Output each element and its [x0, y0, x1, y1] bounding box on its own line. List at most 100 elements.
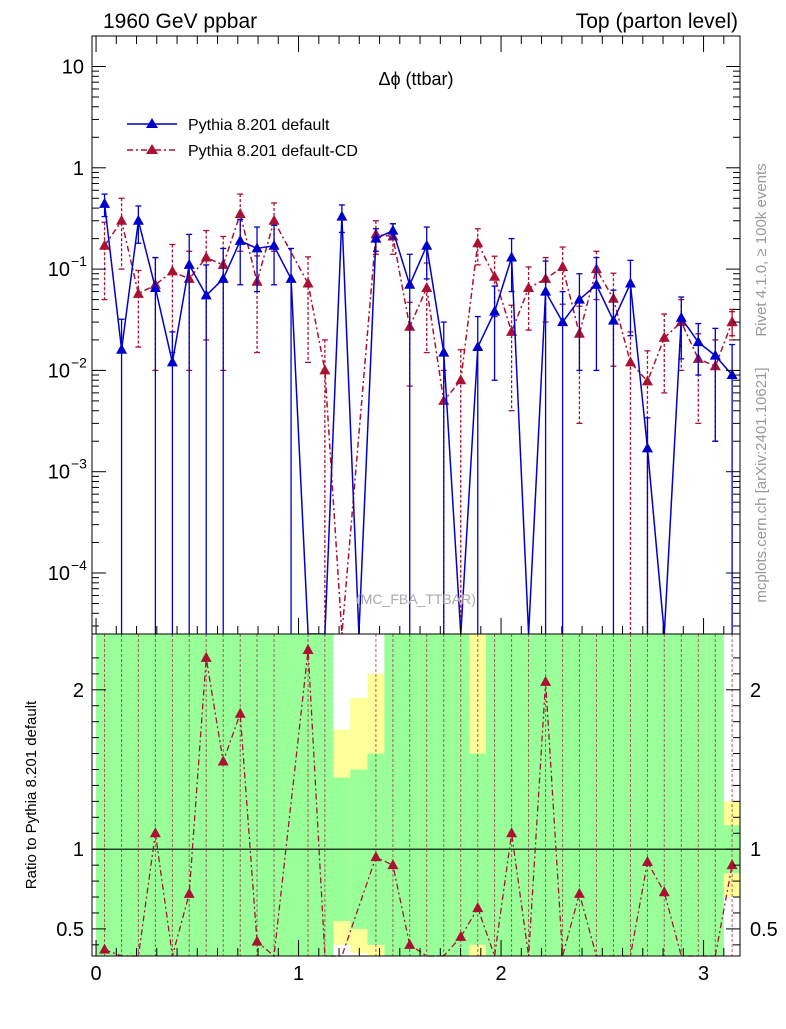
data-point-cd — [166, 265, 178, 276]
ratio-point-cd — [387, 859, 399, 870]
data-point-default — [149, 282, 161, 293]
data-point-default — [166, 356, 178, 367]
y-tick-label: 10 — [62, 56, 84, 78]
data-point-default — [404, 278, 416, 289]
ratio-point-cd — [251, 935, 263, 946]
data-point-cd — [234, 207, 246, 218]
data-point-cd — [455, 374, 467, 385]
data-point-cd — [268, 214, 280, 225]
mcplots-label: mcplots.cern.ch [arXiv:2401.10621] — [753, 367, 770, 602]
data-point-cd — [472, 237, 484, 248]
y-tick-label: 10 — [48, 360, 70, 382]
data-point-cd — [421, 282, 433, 293]
data-point-cd — [302, 277, 314, 288]
data-point-default — [387, 224, 399, 235]
data-point-default — [540, 285, 552, 296]
data-point-default — [116, 343, 128, 354]
x-axis: 0 1 2 3 — [90, 36, 725, 985]
ratio-point-cd — [99, 943, 111, 954]
rivet-label: Rivet 4.1.0, ≥ 100k events — [753, 163, 770, 336]
legend-label-cd: Pythia 8.201 default-CD — [188, 143, 358, 160]
data-point-default — [573, 293, 585, 304]
y-tick-exponent: −1 — [71, 253, 87, 269]
ratio-point-cd — [726, 859, 738, 870]
data-point-default — [489, 305, 501, 316]
data-point-default — [726, 369, 738, 380]
ratio-line-cd — [104, 649, 733, 958]
data-point-default — [285, 272, 297, 283]
data-point-default — [692, 336, 704, 347]
ratio-y-label: Ratio to Pythia 8.201 default — [23, 700, 40, 889]
ratio-plot-area — [92, 634, 741, 958]
data-point-default — [624, 277, 636, 288]
y-tick-label: 10 — [48, 259, 70, 281]
data-point-default — [557, 316, 569, 327]
ratio-point-cd — [149, 827, 161, 838]
ratio-point-cd — [506, 827, 518, 838]
main-title: Δϕ (ttbar) — [378, 69, 453, 89]
ratio-panel: 0.5 0.5 1 1 2 2 0 1 2 3 Ratio to Pythia 8.201 de… — [23, 36, 778, 985]
data-point-default — [251, 242, 263, 253]
data-point-default — [217, 272, 229, 283]
x-tick-label: 2 — [495, 963, 506, 985]
ratio-point-cd — [302, 643, 314, 654]
y-tick-exponent: −2 — [71, 354, 87, 370]
data-point-cd — [658, 331, 670, 342]
ratio-y-tick-label: 1 — [73, 839, 84, 861]
data-point-default — [506, 251, 518, 262]
data-point-default — [590, 278, 602, 289]
data-point-cd — [489, 270, 501, 281]
ratio-frame — [91, 633, 741, 957]
y-tick-label: 10 — [48, 563, 70, 585]
main-plot-area — [99, 193, 738, 635]
ratio-point-cd — [183, 887, 195, 898]
data-point-cd — [319, 364, 331, 375]
ratio-point-cd — [234, 707, 246, 718]
y-tick-exponent: −4 — [71, 557, 87, 573]
data-point-default — [370, 232, 382, 243]
ratio-y-tick-label-right: 1 — [750, 839, 761, 861]
watermark: (MC_FBA_TTBAR) — [356, 591, 476, 607]
uncertainty-band-inner — [282, 634, 300, 956]
data-point-default — [641, 442, 653, 453]
y-tick-exponent: −3 — [71, 456, 87, 472]
legend-marker-default — [146, 118, 158, 128]
data-point-default — [336, 210, 348, 221]
data-point-cd — [99, 239, 111, 250]
ratio-point-cd — [370, 851, 382, 862]
x-tick-label: 0 — [90, 963, 101, 985]
data-point-cd — [624, 356, 636, 367]
ratio-point-cd — [217, 755, 229, 766]
data-point-cd — [116, 214, 128, 225]
data-point-cd — [523, 282, 535, 293]
y-tick-label: 1 — [73, 158, 84, 180]
legend-label-default: Pythia 8.201 default — [188, 117, 330, 134]
ratio-point-cd — [573, 887, 585, 898]
data-point-default — [200, 289, 212, 300]
data-point-default — [268, 239, 280, 250]
data-point-default — [183, 258, 195, 269]
data-point-cd — [132, 287, 144, 298]
ratio-point-cd — [455, 930, 467, 941]
data-point-default — [132, 214, 144, 225]
y-tick-label: 10 — [48, 462, 70, 484]
legend-marker-cd — [146, 144, 158, 154]
data-point-cd — [200, 251, 212, 262]
ratio-y-tick-label: 0.5 — [56, 919, 84, 941]
data-point-default — [675, 311, 687, 322]
ratio-point-cd — [658, 886, 670, 897]
process-label: Top (parton level) — [576, 10, 738, 33]
data-point-default — [709, 349, 721, 360]
data-point-default — [421, 239, 433, 250]
data-point-cd — [641, 375, 653, 386]
data-point-default — [99, 197, 111, 208]
series-line-default — [103, 203, 733, 635]
ratio-y-tick-label-right: 2 — [750, 680, 761, 702]
data-point-default — [472, 341, 484, 352]
ratio-point-cd — [641, 855, 653, 866]
ratio-y-tick-label: 2 — [73, 680, 84, 702]
